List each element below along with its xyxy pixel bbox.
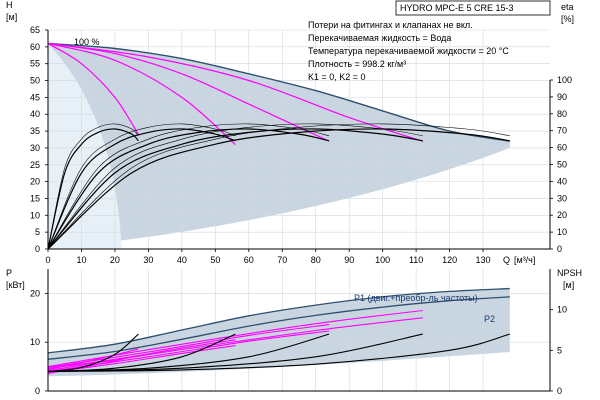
top-curve-eta_thin_1 <box>47 123 139 250</box>
eta-axis-unit: [%] <box>561 14 574 24</box>
q-tick-label-7: 70 <box>277 255 287 265</box>
q-tick-label-0: 0 <box>45 255 50 265</box>
h-tick-label-2: 10 <box>30 210 40 220</box>
h-tick-label-3: 15 <box>30 193 40 203</box>
npsh-tick-label-0: 0 <box>557 386 562 396</box>
h-tick-label-8: 40 <box>30 109 40 119</box>
h-axis-label: H <box>6 0 13 10</box>
h-tick-label-5: 25 <box>30 160 40 170</box>
npsh-tick-label-1: 5 <box>557 345 562 355</box>
title-box <box>395 0 551 16</box>
note-3: Температура перекачиваемой жидкости = 20… <box>308 46 509 56</box>
eta-tick-label-3: 30 <box>557 193 567 203</box>
top-curve-eta_2 <box>47 128 236 250</box>
q-tick-label-4: 40 <box>177 255 187 265</box>
top-curve-qh_2 <box>47 42 236 146</box>
h-tick-label-13: 65 <box>30 25 40 35</box>
eta-tick-label-0: 0 <box>557 244 562 254</box>
eta-tick-label-2: 20 <box>557 210 567 220</box>
eta-tick-label-4: 40 <box>557 176 567 186</box>
p-axis-label: P <box>6 268 12 278</box>
q-tick-label-2: 20 <box>110 255 120 265</box>
top-curve-eta_3 <box>47 128 330 250</box>
eta-tick-label-6: 60 <box>557 143 567 153</box>
bottom-curve-p_2 <box>47 339 236 370</box>
npsh-axis-label: NPSH <box>557 268 582 278</box>
bottom-curve-p_4 <box>47 309 423 368</box>
p-tick-label-1: 10 <box>30 337 40 347</box>
bottom-curve-p_4b <box>47 317 423 372</box>
bottom-curve-npsh_1 <box>47 333 139 373</box>
q-tick-label-5: 50 <box>210 255 220 265</box>
chart-title: HYDRO MPC-E 5 CRE 15-3 <box>400 3 514 13</box>
top-curve-eta_thin_4 <box>47 123 423 250</box>
eta-tick-label-7: 70 <box>557 126 567 136</box>
q-tick-label-8: 80 <box>311 255 321 265</box>
npsh-tick-label-2: 10 <box>557 305 567 315</box>
top-curve-eta_thin_2 <box>47 123 236 250</box>
bottom-curve-p1_max <box>47 287 510 354</box>
note-4: Плотность = 998.2 кг/м³ <box>308 59 406 69</box>
p-tick-label-0: 0 <box>35 386 40 396</box>
legend-p1: P1 (двиг.+преобр-ль частоты) <box>354 293 478 303</box>
top-curve-qh_3 <box>47 42 330 142</box>
eta-tick-label-1: 10 <box>557 227 567 237</box>
p-axis-unit: [кВт] <box>6 280 25 290</box>
operating-range-area <box>48 43 510 249</box>
h-tick-label-7: 35 <box>30 126 40 136</box>
h-tick-label-4: 20 <box>30 177 40 187</box>
h-tick-label-10: 50 <box>30 76 40 86</box>
note-2: Перекачиваемая жидкость = Вода <box>308 33 451 43</box>
top-curve-qh_1 <box>47 42 139 135</box>
h-tick-label-11: 55 <box>30 59 40 69</box>
top-curve-eta_4 <box>47 128 423 250</box>
q-tick-label-12: 120 <box>442 255 457 265</box>
q-tick-label-10: 100 <box>375 255 390 265</box>
h-axis-unit: [м] <box>6 12 17 22</box>
q-tick-label-6: 60 <box>244 255 254 265</box>
bottom-curve-p_3 <box>47 324 330 369</box>
q-tick-label-11: 110 <box>409 255 423 265</box>
h-tick-label-9: 45 <box>30 92 40 102</box>
h-tick-label-6: 30 <box>30 143 40 153</box>
eta-tick-label-5: 50 <box>557 160 567 170</box>
top-curve-eta_thin_3 <box>47 123 330 250</box>
p-tick-label-2: 20 <box>30 288 40 298</box>
eta-tick-label-9: 90 <box>557 92 567 102</box>
speed-label: 100 % <box>74 37 100 47</box>
eta-tick-label-10: 100 <box>557 75 572 85</box>
q-axis-label: Q <box>503 255 510 265</box>
h-tick-label-12: 60 <box>30 42 40 52</box>
eta-tick-label-8: 80 <box>557 109 567 119</box>
q-axis-unit: [м³/ч] <box>514 255 535 265</box>
eta-axis-label: eta <box>561 2 574 12</box>
legend-p2: P2 <box>484 314 495 324</box>
top-curve-eta_thin_5 <box>47 123 510 250</box>
top-curve-max_envelope <box>47 42 510 142</box>
top-curve-qh_4 <box>47 42 423 142</box>
q-tick-label-1: 10 <box>76 255 86 265</box>
top-curve-eta_1 <box>47 128 139 250</box>
h-tick-label-1: 5 <box>35 227 40 237</box>
q-tick-label-3: 30 <box>143 255 153 265</box>
note-5: K1 = 0, K2 = 0 <box>308 72 366 82</box>
h-tick-label-0: 0 <box>35 244 40 254</box>
low-flow-region <box>48 43 122 249</box>
note-1: Потери на фитингах и клапанах не вкл. <box>308 20 473 30</box>
top-curve-eta_5 <box>47 128 510 250</box>
q-tick-label-9: 90 <box>344 255 354 265</box>
bottom-curve-npsh_5 <box>47 333 510 373</box>
npsh-axis-unit: [м] <box>563 280 574 290</box>
q-tick-label-13: 130 <box>476 255 491 265</box>
